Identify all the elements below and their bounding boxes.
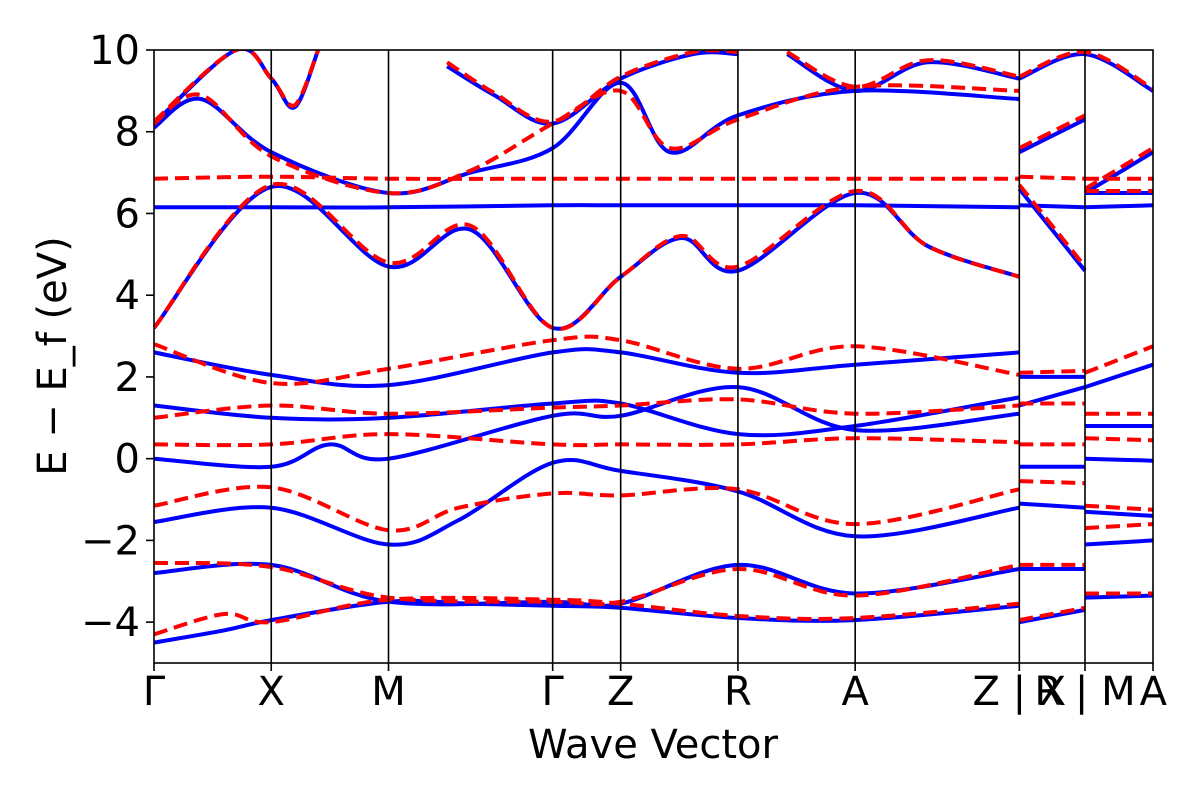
x-tick-label: R xyxy=(724,669,752,715)
band-line xyxy=(154,50,321,126)
band-line xyxy=(154,457,1020,547)
band-line xyxy=(1084,522,1153,531)
x-axis-label: Wave Vector xyxy=(528,722,779,768)
band-line xyxy=(1084,344,1153,375)
x-tick-label: X xyxy=(258,669,285,715)
y-axis: −4 −2 0 2 4 6 8 10 xyxy=(81,28,154,646)
band-line xyxy=(1018,52,1153,93)
y-tick-label: 8 xyxy=(115,110,140,156)
x-tick-label: A xyxy=(1140,669,1168,715)
y-tick-label: 10 xyxy=(89,28,140,74)
band-line xyxy=(1084,509,1153,518)
band-line xyxy=(154,484,1020,533)
band-line xyxy=(1084,362,1153,390)
band-line xyxy=(786,50,1020,89)
band-line xyxy=(1018,117,1086,154)
band-line xyxy=(1084,203,1153,210)
band-line xyxy=(154,560,1020,607)
y-tick-label: 4 xyxy=(115,273,140,319)
band-line xyxy=(154,595,1020,637)
band-line xyxy=(1018,605,1086,623)
band-line xyxy=(786,52,1020,93)
band-line xyxy=(1019,174,1086,181)
band-line xyxy=(1084,593,1153,600)
band-line xyxy=(1084,456,1153,463)
band-line xyxy=(154,432,1020,448)
x-tick-label: Γ xyxy=(143,669,166,715)
band-line xyxy=(446,50,738,124)
kpoint-lines xyxy=(270,50,1086,663)
band-line xyxy=(1017,187,1087,272)
band-line xyxy=(154,181,1020,331)
band-line xyxy=(1018,113,1086,150)
band-line xyxy=(154,174,1020,181)
band-line xyxy=(1019,479,1086,486)
y-tick-label: 0 xyxy=(115,437,140,483)
x-tick-label: Z xyxy=(607,669,634,715)
band-line xyxy=(1084,436,1153,443)
y-tick-label: 2 xyxy=(115,355,140,401)
band-line xyxy=(1084,503,1153,512)
band-line xyxy=(1083,146,1153,191)
band-line xyxy=(1019,368,1086,375)
x-tick-label: A xyxy=(841,669,869,715)
band-line xyxy=(1019,501,1086,510)
y-tick-label: −4 xyxy=(81,600,140,646)
band-line xyxy=(1017,183,1087,268)
band-line xyxy=(154,347,1020,389)
x-tick-label: Z | X xyxy=(972,669,1066,715)
y-tick-label: −2 xyxy=(81,518,140,564)
band-line xyxy=(1084,538,1153,547)
x-tick-label: Γ xyxy=(542,669,565,715)
dashed-red-series xyxy=(154,50,1153,637)
bands-layer xyxy=(154,50,1153,645)
band-line xyxy=(1019,203,1086,210)
band-line xyxy=(1083,150,1153,195)
y-axis-label: E − E_f (eV) xyxy=(30,236,76,475)
band-line xyxy=(446,50,738,126)
plot-frame xyxy=(153,49,1154,664)
y-tick-label: 6 xyxy=(115,191,140,237)
band-line xyxy=(154,385,1020,470)
solid-blue-series xyxy=(154,50,1153,645)
x-tick-label: M xyxy=(371,669,406,715)
x-tick-label: R | M xyxy=(1034,669,1135,715)
band-line xyxy=(154,50,321,124)
